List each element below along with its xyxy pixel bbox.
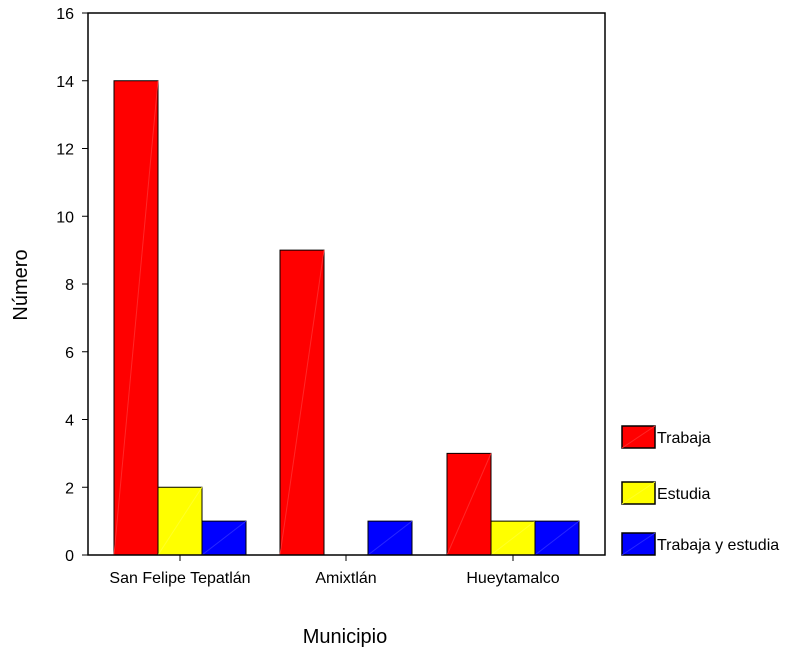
x-axis: San Felipe Tepatlán Amixtlán Hueytamalco bbox=[109, 555, 560, 587]
y-tick-label: 6 bbox=[65, 345, 74, 362]
bar-sheen bbox=[446, 453, 492, 556]
legend-swatch-sheen bbox=[621, 481, 656, 505]
x-tick-label: Amixtlán bbox=[315, 570, 376, 587]
bar-sheen bbox=[534, 520, 580, 556]
bar-sheen bbox=[490, 520, 536, 556]
y-tick-label: 0 bbox=[65, 548, 74, 565]
plot-frame bbox=[87, 12, 606, 556]
y-tick-label: 16 bbox=[56, 6, 74, 23]
bars-group bbox=[113, 80, 580, 556]
y-tick-label: 14 bbox=[56, 74, 74, 91]
bar-sheen bbox=[367, 520, 413, 556]
x-tick-label: Hueytamalco bbox=[466, 570, 559, 587]
bar-sheen bbox=[157, 486, 203, 556]
y-tick-label: 12 bbox=[56, 142, 74, 159]
y-tick-label: 4 bbox=[65, 413, 74, 430]
x-axis-title: Municipio bbox=[303, 626, 387, 648]
legend-swatch-sheen bbox=[621, 425, 656, 449]
legend-label: Estudia bbox=[657, 486, 710, 503]
bar-sheen bbox=[113, 80, 159, 556]
legend-label: Trabaja bbox=[657, 430, 711, 447]
legend-swatch-sheen bbox=[621, 532, 656, 556]
y-tick-label: 8 bbox=[65, 277, 74, 294]
y-tick-label: 2 bbox=[65, 480, 74, 497]
bar-sheen bbox=[279, 250, 325, 556]
bar-sheen bbox=[201, 520, 247, 556]
legend: Trabaja Estudia Trabaja y estudia bbox=[621, 425, 779, 556]
y-tick-label: 10 bbox=[56, 209, 74, 226]
y-axis: 0 2 4 6 8 10 12 14 16 bbox=[56, 6, 88, 565]
x-tick-label: San Felipe Tepatlán bbox=[109, 570, 250, 587]
y-axis-title: Número bbox=[10, 249, 32, 320]
legend-label: Trabaja y estudia bbox=[657, 537, 779, 554]
